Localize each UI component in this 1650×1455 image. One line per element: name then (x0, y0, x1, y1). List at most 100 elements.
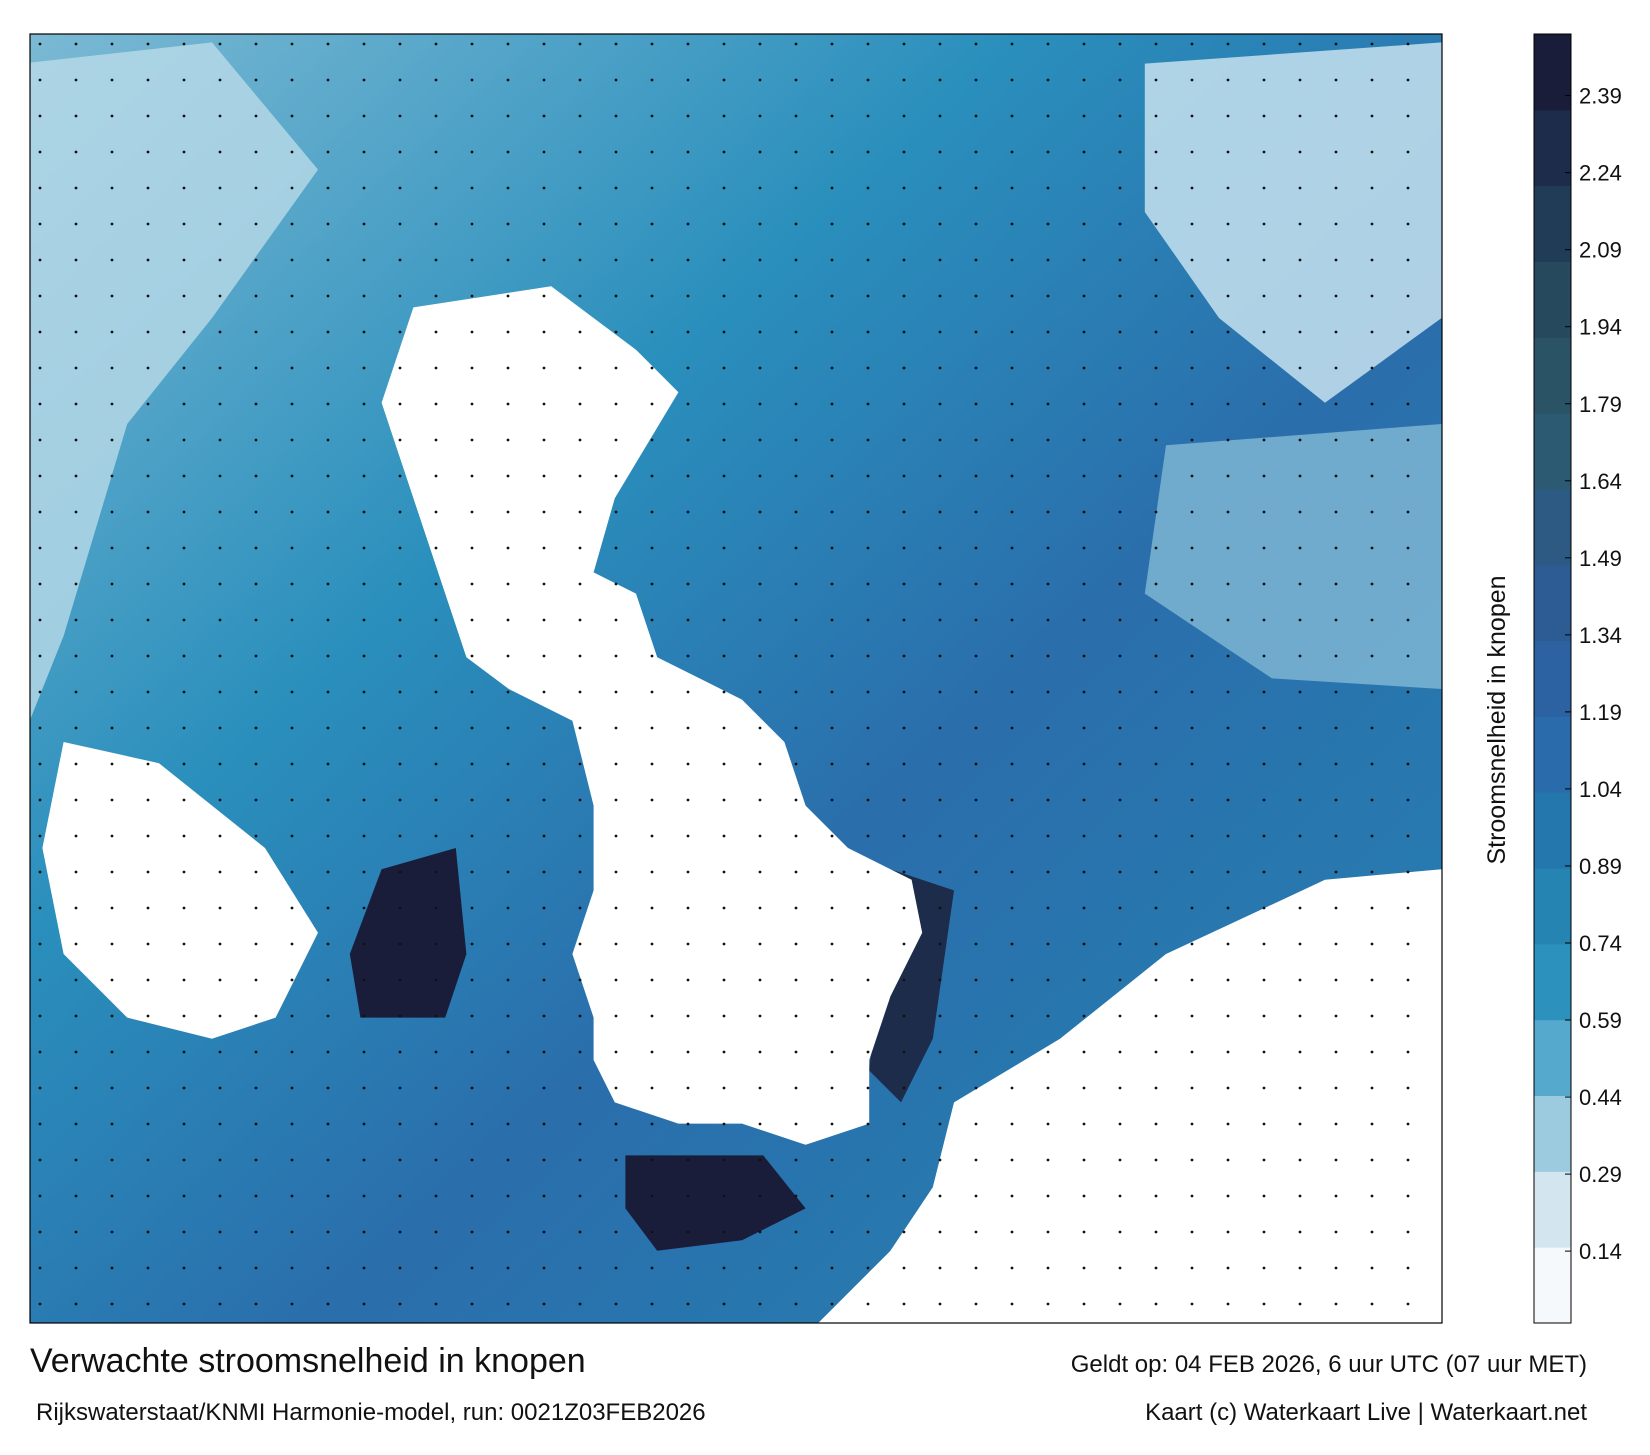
colorbar-tick-label: 1.94 (1579, 315, 1622, 340)
grid-dot (542, 1050, 546, 1054)
grid-dot (146, 78, 150, 82)
grid-dot (1118, 1194, 1122, 1198)
grid-dot (830, 222, 834, 226)
grid-dot (74, 1158, 78, 1162)
grid-dot (470, 1194, 474, 1198)
grid-dot (434, 222, 438, 226)
grid-dot (830, 294, 834, 298)
grid-dot (830, 726, 834, 730)
grid-dot (578, 906, 582, 910)
grid-dot (290, 510, 294, 514)
grid-dot (326, 906, 330, 910)
grid-dot (38, 798, 42, 802)
grid-dot (686, 618, 690, 622)
grid-dot (830, 762, 834, 766)
grid-dot (1226, 978, 1230, 982)
grid-dot (218, 1050, 222, 1054)
grid-dot (722, 438, 726, 442)
grid-dot (290, 1014, 294, 1018)
grid-dot (722, 222, 726, 226)
grid-dot (146, 582, 150, 586)
grid-dot (326, 438, 330, 442)
grid-dot (1082, 438, 1086, 442)
grid-dot (1154, 474, 1158, 478)
grid-dot (1226, 1194, 1230, 1198)
grid-dot (1118, 798, 1122, 802)
grid-dot (434, 1158, 438, 1162)
grid-dot (542, 978, 546, 982)
grid-dot (218, 582, 222, 586)
grid-dot (578, 546, 582, 550)
grid-dot (1118, 942, 1122, 946)
grid-dot (902, 870, 906, 874)
grid-dot (614, 690, 618, 694)
grid-dot (542, 654, 546, 658)
grid-dot (578, 618, 582, 622)
grid-dot (38, 150, 42, 154)
grid-dot (794, 1266, 798, 1270)
grid-dot (542, 798, 546, 802)
grid-dot (1082, 222, 1086, 226)
grid-dot (794, 258, 798, 262)
grid-dot (1406, 1050, 1410, 1054)
grid-dot (794, 1158, 798, 1162)
grid-dot (1262, 402, 1266, 406)
grid-dot (866, 510, 870, 514)
grid-dot (1298, 1302, 1302, 1306)
grid-dot (1334, 582, 1338, 586)
grid-dot (182, 222, 186, 226)
grid-dot (1406, 222, 1410, 226)
grid-dot (1370, 402, 1374, 406)
grid-dot (758, 726, 762, 730)
grid-dot (38, 186, 42, 190)
grid-dot (398, 762, 402, 766)
grid-dot (74, 1122, 78, 1126)
grid-dot (218, 690, 222, 694)
grid-dot (74, 1194, 78, 1198)
grid-dot (974, 42, 978, 46)
grid-dot (290, 870, 294, 874)
grid-dot (794, 798, 798, 802)
colorbar-tick-label: 0.59 (1579, 1008, 1622, 1033)
colorbar-band (1534, 261, 1571, 338)
grid-dot (578, 870, 582, 874)
grid-dot (830, 474, 834, 478)
grid-dot (938, 510, 942, 514)
grid-dot (434, 294, 438, 298)
grid-dot (1226, 726, 1230, 730)
grid-dot (290, 1194, 294, 1198)
grid-dot (1334, 294, 1338, 298)
grid-dot (146, 1266, 150, 1270)
grid-dot (146, 1302, 150, 1306)
grid-dot (1406, 78, 1410, 82)
grid-dot (362, 1194, 366, 1198)
grid-dot (1298, 654, 1302, 658)
grid-dot (830, 438, 834, 442)
grid-dot (1082, 1086, 1086, 1090)
grid-dot (362, 582, 366, 586)
grid-dot (866, 1050, 870, 1054)
grid-dot (326, 366, 330, 370)
grid-dot (866, 726, 870, 730)
grid-dot (254, 870, 258, 874)
grid-dot (902, 258, 906, 262)
grid-dot (506, 582, 510, 586)
grid-dot (902, 1050, 906, 1054)
grid-dot (1334, 1230, 1338, 1234)
colorbar-tick-label: 0.89 (1579, 854, 1622, 879)
grid-dot (38, 1302, 42, 1306)
grid-dot (722, 690, 726, 694)
grid-dot (1154, 366, 1158, 370)
grid-dot (1190, 330, 1194, 334)
grid-dot (1334, 186, 1338, 190)
grid-dot (182, 1230, 186, 1234)
grid-dot (866, 582, 870, 586)
grid-dot (74, 582, 78, 586)
grid-dot (362, 762, 366, 766)
grid-dot (1226, 1050, 1230, 1054)
grid-dot (1046, 186, 1050, 190)
grid-dot (1334, 1194, 1338, 1198)
grid-dot (938, 258, 942, 262)
colorbar-band (1534, 1095, 1571, 1172)
grid-dot (578, 42, 582, 46)
